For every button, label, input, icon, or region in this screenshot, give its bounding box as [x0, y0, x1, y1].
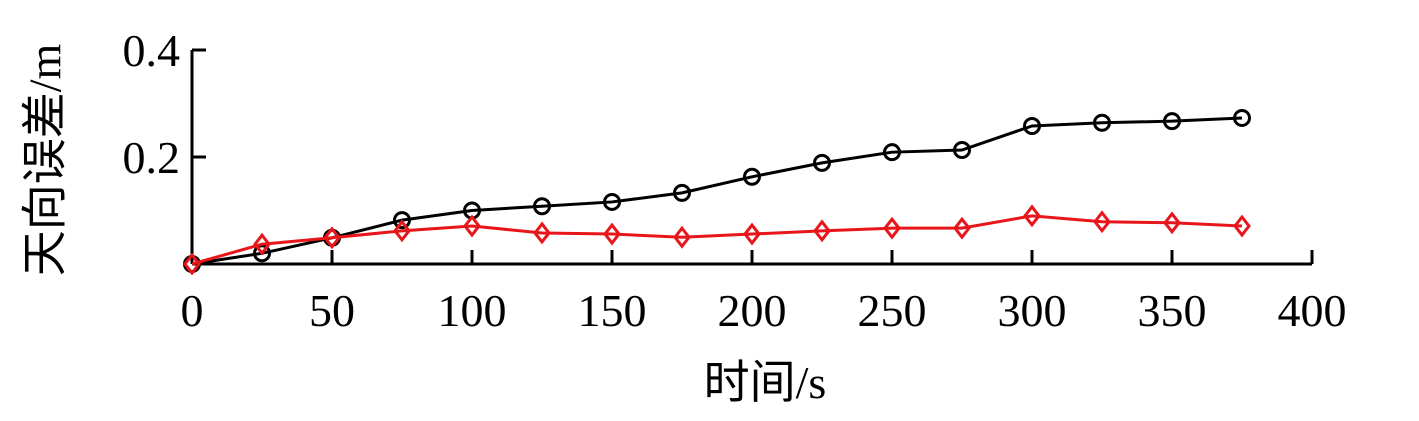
marker: [673, 225, 691, 249]
marker: [883, 216, 901, 240]
marker: [393, 211, 411, 230]
marker: [883, 143, 901, 162]
x-tick-label: 250: [858, 285, 927, 336]
marker: [603, 222, 621, 246]
x-tick-label: 100: [438, 285, 507, 336]
marker: [953, 141, 971, 160]
marker: [673, 183, 691, 202]
marker: [533, 197, 551, 216]
series-line: [191, 116, 1243, 266]
marker: [1023, 116, 1041, 135]
marker: [953, 216, 971, 240]
marker: [1233, 214, 1251, 238]
marker: [1233, 108, 1251, 127]
marker: [1093, 210, 1111, 234]
marker: [323, 226, 341, 250]
x-tick-label: 400: [1278, 285, 1347, 336]
x-tick-label: 150: [578, 285, 647, 336]
x-tick-label: 0: [181, 285, 204, 336]
series-line: [191, 214, 1243, 266]
marker: [253, 244, 271, 263]
marker: [1163, 211, 1181, 235]
y-tick-label: 0.2: [123, 132, 181, 183]
y-axis-label: 天向误差/m: [20, 44, 71, 277]
marker: [743, 167, 761, 186]
marker: [1163, 112, 1181, 131]
marker: [183, 252, 201, 276]
marker: [253, 232, 271, 256]
y-tick-label: 0.4: [123, 25, 181, 76]
marker: [463, 214, 481, 238]
marker: [603, 192, 621, 211]
marker: [813, 219, 831, 243]
x-tick-label: 300: [998, 285, 1067, 336]
marker: [533, 221, 551, 245]
marker: [743, 222, 761, 246]
x-tick-label: 50: [309, 285, 355, 336]
marker: [1023, 204, 1041, 228]
marker: [1093, 113, 1111, 132]
marker: [813, 153, 831, 172]
marker: [393, 219, 411, 243]
x-tick-label: 350: [1138, 285, 1207, 336]
x-axis-label: 时间/s: [704, 357, 827, 408]
x-tick-label: 200: [718, 285, 787, 336]
